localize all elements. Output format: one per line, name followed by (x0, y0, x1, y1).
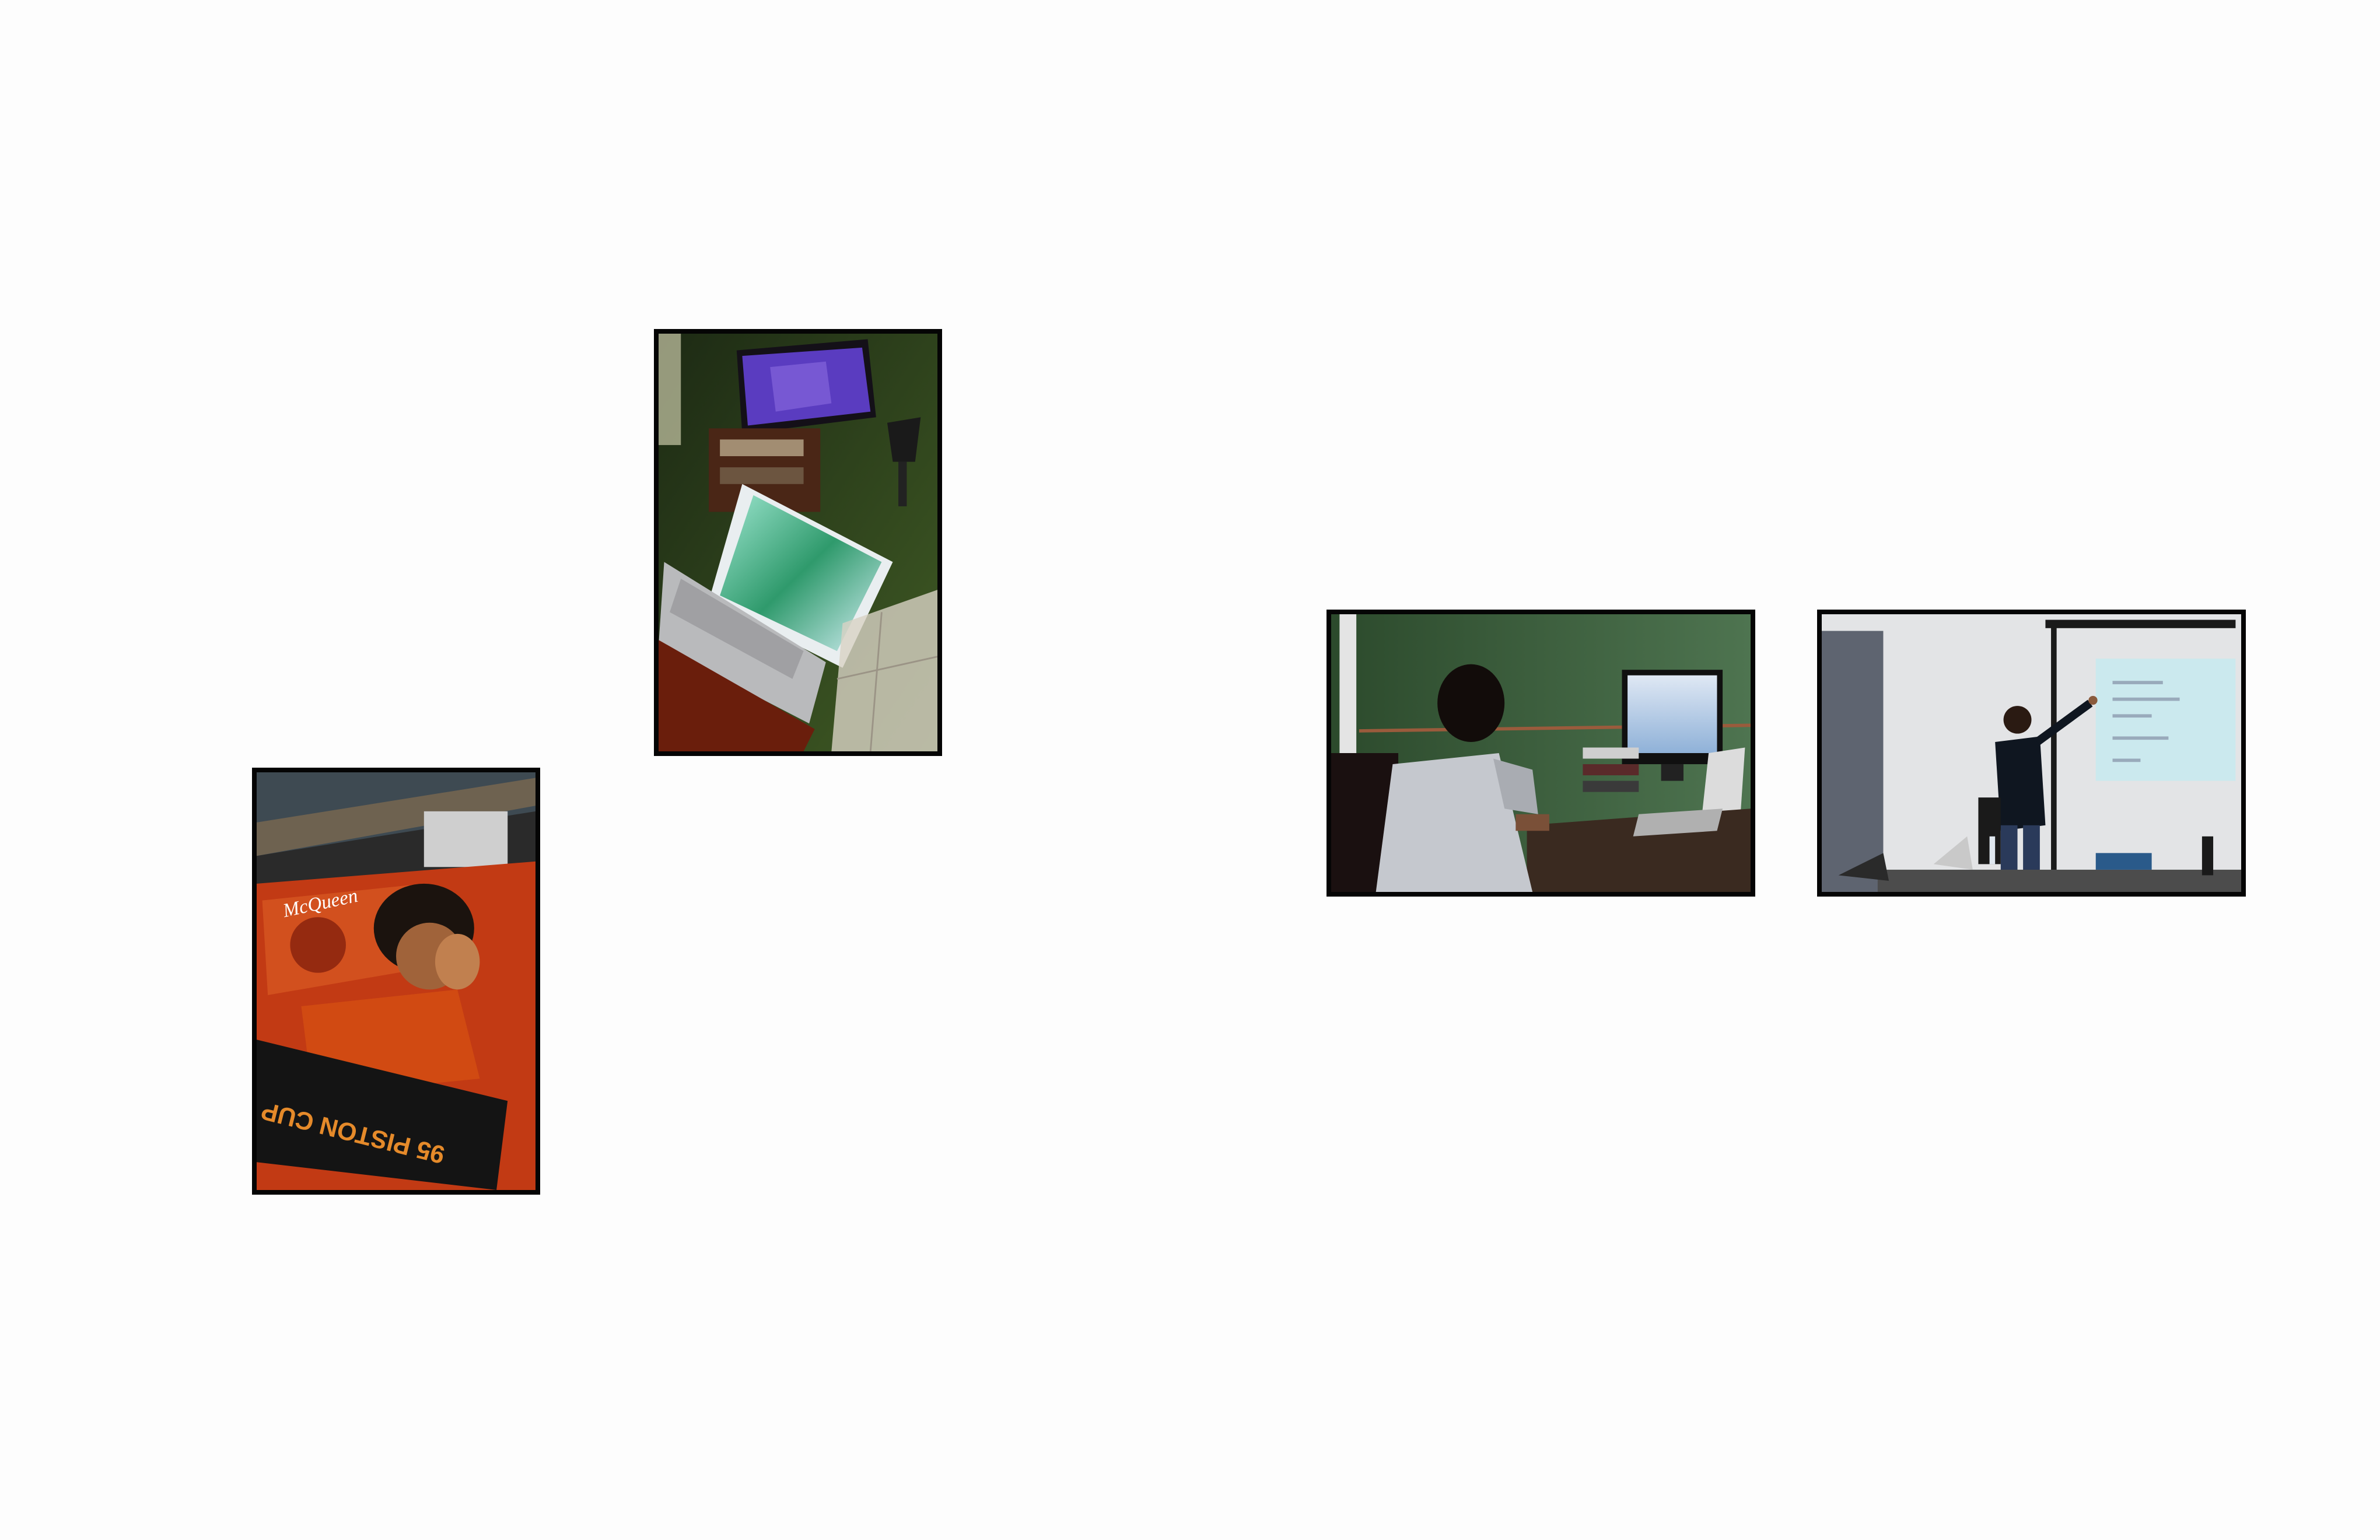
photo-person-at-desk[interactable] (1326, 610, 1755, 897)
desk-photo-image (1331, 614, 1751, 892)
child-pillow-photo-image: McQueen 95 PISTON CUP (257, 772, 536, 1190)
presenter-photo-image (1822, 614, 2241, 892)
laptop-tv-photo-image (659, 334, 937, 751)
photo-child-on-pillow[interactable]: McQueen 95 PISTON CUP (252, 768, 540, 1195)
photo-presenter-projector[interactable] (1817, 610, 2246, 897)
photo-laptop-living-room[interactable] (654, 329, 942, 756)
